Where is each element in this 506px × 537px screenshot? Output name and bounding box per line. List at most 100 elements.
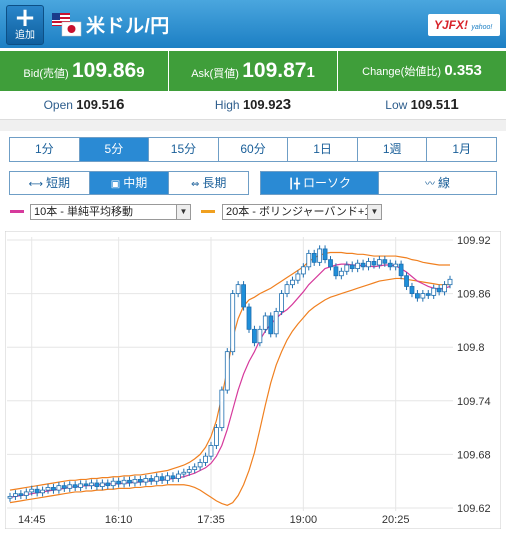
tab-1week[interactable]: 1週 — [357, 138, 428, 161]
type-line[interactable]: 〰線 — [379, 172, 496, 194]
open-label: Open — [43, 98, 73, 112]
candle-body — [246, 306, 252, 330]
candle-body — [224, 351, 230, 391]
tab-60min[interactable]: 60分 — [218, 138, 289, 161]
candle-body — [257, 328, 263, 344]
candle-body — [447, 278, 453, 286]
ma-color-swatch — [10, 210, 24, 213]
candle-body — [148, 478, 154, 482]
section-separator — [0, 119, 506, 131]
ma-select[interactable]: 10本 - 単純平均移動 ▼ — [30, 204, 191, 220]
candle-body — [72, 484, 78, 488]
price-chart[interactable]: 109.92 109.86 109.8 109.74 109.68 109.62 14:45… — [5, 231, 501, 529]
candle-body — [349, 264, 355, 269]
candle-body — [29, 488, 35, 493]
type-candle[interactable]: ┃╋ ローソク — [261, 172, 379, 194]
ask-value: 109.871 — [242, 59, 315, 82]
candle-body — [121, 479, 127, 485]
tab-1month[interactable]: 1月 — [427, 138, 497, 161]
candle-body — [338, 270, 344, 277]
x-tick-label: 14:45 — [18, 514, 46, 526]
period-short-label: 短期 — [46, 176, 71, 190]
candle-body — [192, 466, 198, 470]
candle-body — [45, 487, 51, 491]
candle-body — [344, 264, 350, 272]
period-long-label: 長期 — [202, 176, 227, 190]
candle-body — [382, 259, 388, 264]
candle-body — [132, 479, 138, 484]
period-short[interactable]: ⟷ 短期 — [10, 172, 90, 194]
tab-15min[interactable]: 15分 — [149, 138, 219, 161]
ask-label: Ask(買値) — [191, 68, 239, 80]
candle-body — [159, 476, 165, 481]
candle-body — [306, 252, 312, 268]
pair-title: 米ドル/円 — [86, 16, 170, 37]
y-tick-label: 109.68 — [457, 449, 491, 461]
y-tick-label: 109.92 — [457, 235, 491, 247]
candle-body — [404, 275, 409, 287]
ma-select-label: 10本 - 単純平均移動 — [34, 206, 134, 218]
candle-body — [328, 259, 333, 268]
period-medium[interactable]: ▣ 中期 — [89, 172, 170, 194]
candle-body — [366, 261, 371, 268]
x-tick-label: 17:35 — [197, 514, 225, 526]
candle-body — [230, 293, 236, 353]
low-value: 109.511 — [410, 96, 459, 113]
y-tick-label: 109.86 — [457, 289, 491, 301]
candle-body — [398, 263, 404, 277]
candle-body — [61, 485, 67, 489]
bb-lower-line — [9, 277, 450, 506]
y-tick-label: 109.74 — [457, 396, 491, 408]
candle-body — [89, 482, 94, 487]
candle-body — [18, 493, 24, 496]
candle-body — [420, 293, 426, 299]
bb-upper-line — [9, 251, 450, 491]
candle-body — [170, 475, 176, 479]
candle-body — [94, 482, 100, 487]
tab-1min[interactable]: 1分 — [10, 138, 80, 161]
candle-body — [311, 252, 317, 263]
candle-body — [181, 471, 187, 475]
bid-value: 109.869 — [72, 59, 145, 82]
bid-quote: Bid(売値) 109.869 — [0, 51, 168, 91]
ma10-line — [9, 263, 451, 498]
chevron-down-icon: ▼ — [367, 205, 381, 219]
candle-body — [376, 259, 382, 266]
candle-body — [442, 284, 447, 293]
x-tick-label: 16:10 — [105, 514, 133, 526]
change-quote: Change(始値比) 0.353 — [338, 51, 506, 91]
change-label: Change(始値比) — [362, 66, 441, 78]
period-tabs: ⟷ 短期 ▣ 中期 ⇔ 長期 — [9, 171, 249, 195]
tab-5min[interactable]: 5分 — [79, 138, 150, 161]
tab-1day[interactable]: 1日 — [288, 138, 358, 161]
candle-body — [268, 315, 274, 335]
add-button[interactable]: + 追加 — [6, 5, 44, 45]
candle-body — [322, 248, 328, 261]
period-long[interactable]: ⇔ 長期 — [169, 172, 249, 194]
bb-select[interactable]: 20本 - ボリンジャーバンド+1 ▼ — [222, 204, 382, 220]
candle-body — [110, 480, 116, 487]
timeframe-tabs: 1分 5分 15分 60分 1日 1週 1月 — [9, 137, 497, 162]
candle-body — [284, 284, 290, 295]
us-jp-flag-icon — [52, 13, 82, 37]
candle-body — [387, 262, 393, 268]
open-value: 109.516 — [76, 96, 125, 113]
candle-body — [252, 328, 257, 344]
candle-body — [203, 455, 208, 463]
candle-body — [78, 483, 84, 488]
line-chart-icon: 〰 — [424, 179, 435, 190]
candle-body — [127, 479, 132, 484]
candle-body — [67, 484, 73, 489]
bb-select-label: 20本 - ボリンジャーバンド+1 — [226, 206, 371, 218]
open-cell: Open 109.516 — [0, 91, 168, 119]
candle-body — [34, 488, 40, 494]
candle-body — [219, 389, 225, 429]
ask-quote: Ask(買値) 109.871 — [169, 51, 337, 91]
candle-body — [425, 293, 431, 296]
chevron-down-icon: ▼ — [176, 205, 190, 219]
candle-body — [415, 293, 420, 299]
period-medium-label: 中期 — [123, 176, 148, 190]
candle-body — [175, 473, 181, 479]
candle-body — [154, 476, 160, 482]
candle-body — [235, 284, 241, 295]
